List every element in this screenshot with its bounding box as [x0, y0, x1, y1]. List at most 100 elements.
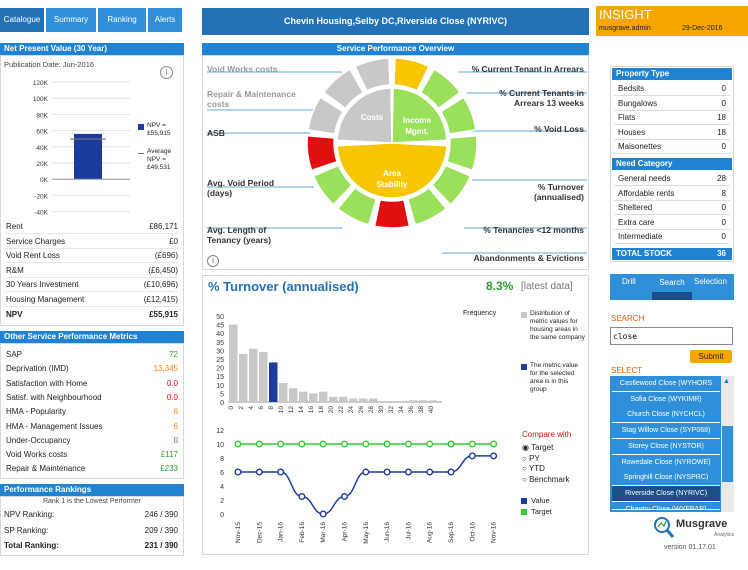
hist-bar — [319, 391, 328, 402]
npv-row-label: Void Rent Loss — [6, 251, 60, 260]
need-label: General needs — [618, 174, 671, 183]
npv-tick: 0K — [40, 177, 49, 184]
metric-label: HMA - Popularity — [6, 407, 67, 417]
radio-icon[interactable]: ○ — [522, 474, 527, 484]
compare-option[interactable]: ○ YTD — [522, 464, 545, 474]
select-option[interactable]: Chantry Close (WYFBAR) — [612, 501, 720, 510]
search-input[interactable] — [610, 327, 733, 345]
hist-tick: 15 — [216, 374, 224, 381]
target-point — [490, 440, 498, 448]
outer-segment[interactable] — [393, 57, 430, 92]
metric-label: Deprivation (IMD) — [6, 364, 69, 374]
insight-header: INSIGHT musgrave.admin 29-Dec-2016 — [596, 6, 748, 36]
property-value: 18 — [717, 127, 726, 137]
area-segment[interactable] — [336, 142, 448, 199]
outer-segment[interactable] — [439, 96, 477, 135]
select-option[interactable]: Stag Willow Close (SYP068) — [612, 423, 720, 440]
tab-catalogue[interactable]: Catalogue — [0, 8, 44, 32]
select-option[interactable]: Sofia Close (WYKIMR) — [612, 391, 720, 408]
info-icon[interactable]: i — [160, 66, 173, 79]
outer-segment[interactable] — [312, 164, 354, 206]
search-tab[interactable]: Search — [652, 276, 692, 300]
hist-xtick: 30 — [378, 406, 385, 414]
hist-tick: 30 — [216, 348, 224, 355]
property-label: Bedsits — [618, 84, 645, 93]
outer-segment[interactable] — [445, 134, 478, 172]
hist-xtick: 24 — [348, 406, 355, 414]
outer-segment[interactable] — [354, 57, 391, 92]
drill-tab[interactable]: Drill — [622, 277, 636, 286]
select-option[interactable]: Springhill Close (NYSPRC) — [612, 470, 720, 487]
outer-segment[interactable] — [419, 68, 462, 110]
outer-segment[interactable] — [430, 164, 472, 206]
tab-alerts[interactable]: Alerts — [148, 8, 182, 32]
income-segment[interactable] — [391, 87, 448, 144]
radio-checked-icon[interactable]: ◉ — [522, 443, 529, 452]
ov-left-0[interactable]: Void Works costs — [207, 64, 278, 74]
ov-left-4[interactable]: Avg. Length of Tenancy (years) — [207, 225, 272, 245]
outer-segment[interactable] — [373, 198, 411, 229]
select-option[interactable]: Riverside Close (NYRIVC) — [612, 485, 720, 502]
npv-row-label: Rent — [6, 222, 23, 231]
compare-option[interactable]: ◉ Target — [522, 443, 553, 453]
metric-value: 0.0 — [166, 378, 178, 388]
select-option[interactable]: Castlewood Close (WYHORS — [612, 376, 720, 392]
need-row: Extra care 0 — [614, 216, 730, 230]
trend-chart: 12 10 8 6 4 2 0 Nov-15 Dec-15 Jan-16 Feb-16 Mar-16 A… — [216, 428, 498, 544]
select-option[interactable]: Storey Close (NYSTOR) — [612, 438, 720, 455]
scroll-up-icon[interactable]: ▲ — [723, 378, 730, 385]
value-point — [255, 468, 263, 476]
outer-segment[interactable] — [322, 68, 365, 110]
select-label: SELECT — [611, 366, 643, 375]
target-point — [255, 440, 263, 448]
outer-segment[interactable] — [336, 186, 378, 226]
ov-right-4[interactable]: % Tenancies <12 months — [483, 225, 584, 235]
ranking-row: SP Ranking: 209 / 390 — [4, 523, 178, 538]
ov-right-1[interactable]: % Current Tenants in Arrears 13 weeks — [499, 88, 584, 108]
costs-segment[interactable] — [336, 87, 393, 144]
npv-row: 30 Years Investment (£10,696) — [6, 278, 178, 292]
insight-brand: INSIGHT — [599, 7, 652, 22]
npv-tick: 120K — [33, 80, 49, 87]
submit-button[interactable]: Submit — [690, 350, 732, 363]
ov-left-3[interactable]: Avg. Void Period (days) — [207, 178, 275, 198]
line-xtick: Apr-16 — [342, 522, 349, 542]
metric-legend: The metric value for the selected area i… — [530, 362, 579, 393]
select-option[interactable]: Rowedale Close (NYROWE) — [612, 454, 720, 471]
rankings-panel — [0, 496, 184, 556]
radio-icon[interactable]: ○ — [522, 453, 527, 463]
select-scroll-thumb[interactable] — [722, 426, 733, 482]
ov-right-2[interactable]: % Void Loss — [534, 124, 584, 134]
metric-row: Under-Occupancy 0 — [6, 434, 178, 448]
radio-icon[interactable]: ○ — [522, 464, 527, 473]
turnover-value: 8.3% — [486, 279, 514, 293]
metric-label: Under-Occupancy — [6, 435, 71, 445]
ranking-label: NPV Ranking: — [4, 510, 55, 519]
line-xtick: May-16 — [363, 522, 370, 544]
hist-bar — [239, 353, 248, 402]
metric-label: HMA - Management Issues — [6, 421, 103, 431]
compare-option-label: PY — [529, 453, 540, 463]
line-xtick: Jun-16 — [384, 522, 391, 542]
select-option[interactable]: Church Close (NYCHCL) — [612, 407, 720, 424]
metric-row: Void Works costs £117 — [6, 448, 178, 462]
ov-right-5[interactable]: Abandonments & Evictions — [473, 253, 584, 263]
ranking-label: SP Ranking: — [4, 525, 49, 535]
ov-right-3[interactable]: % Turnover (annualised) — [533, 182, 584, 202]
tab-summary[interactable]: Summary — [46, 8, 96, 32]
outer-segment[interactable] — [307, 96, 345, 135]
compare-option[interactable]: ○ Benchmark — [522, 475, 570, 485]
compare-option[interactable]: ○ PY — [522, 454, 540, 464]
ranking-row: Total Ranking: 231 / 390 — [4, 538, 178, 553]
overview-info-icon[interactable]: i — [207, 255, 219, 267]
ov-right-0[interactable]: % Current Tenant in Arrears — [471, 64, 584, 74]
ov-left-1[interactable]: Repair & Maintenance costs — [207, 89, 296, 109]
ov-left-2[interactable]: ASB — [207, 128, 225, 138]
need-label: Extra care — [618, 217, 655, 227]
tab-ranking[interactable]: Ranking — [98, 8, 146, 32]
metric-value: 0.0 — [166, 392, 178, 402]
outer-segment[interactable] — [306, 134, 339, 172]
target-point — [426, 440, 434, 448]
selection-tab[interactable]: Selection — [694, 277, 727, 286]
outer-segment[interactable] — [406, 186, 448, 226]
